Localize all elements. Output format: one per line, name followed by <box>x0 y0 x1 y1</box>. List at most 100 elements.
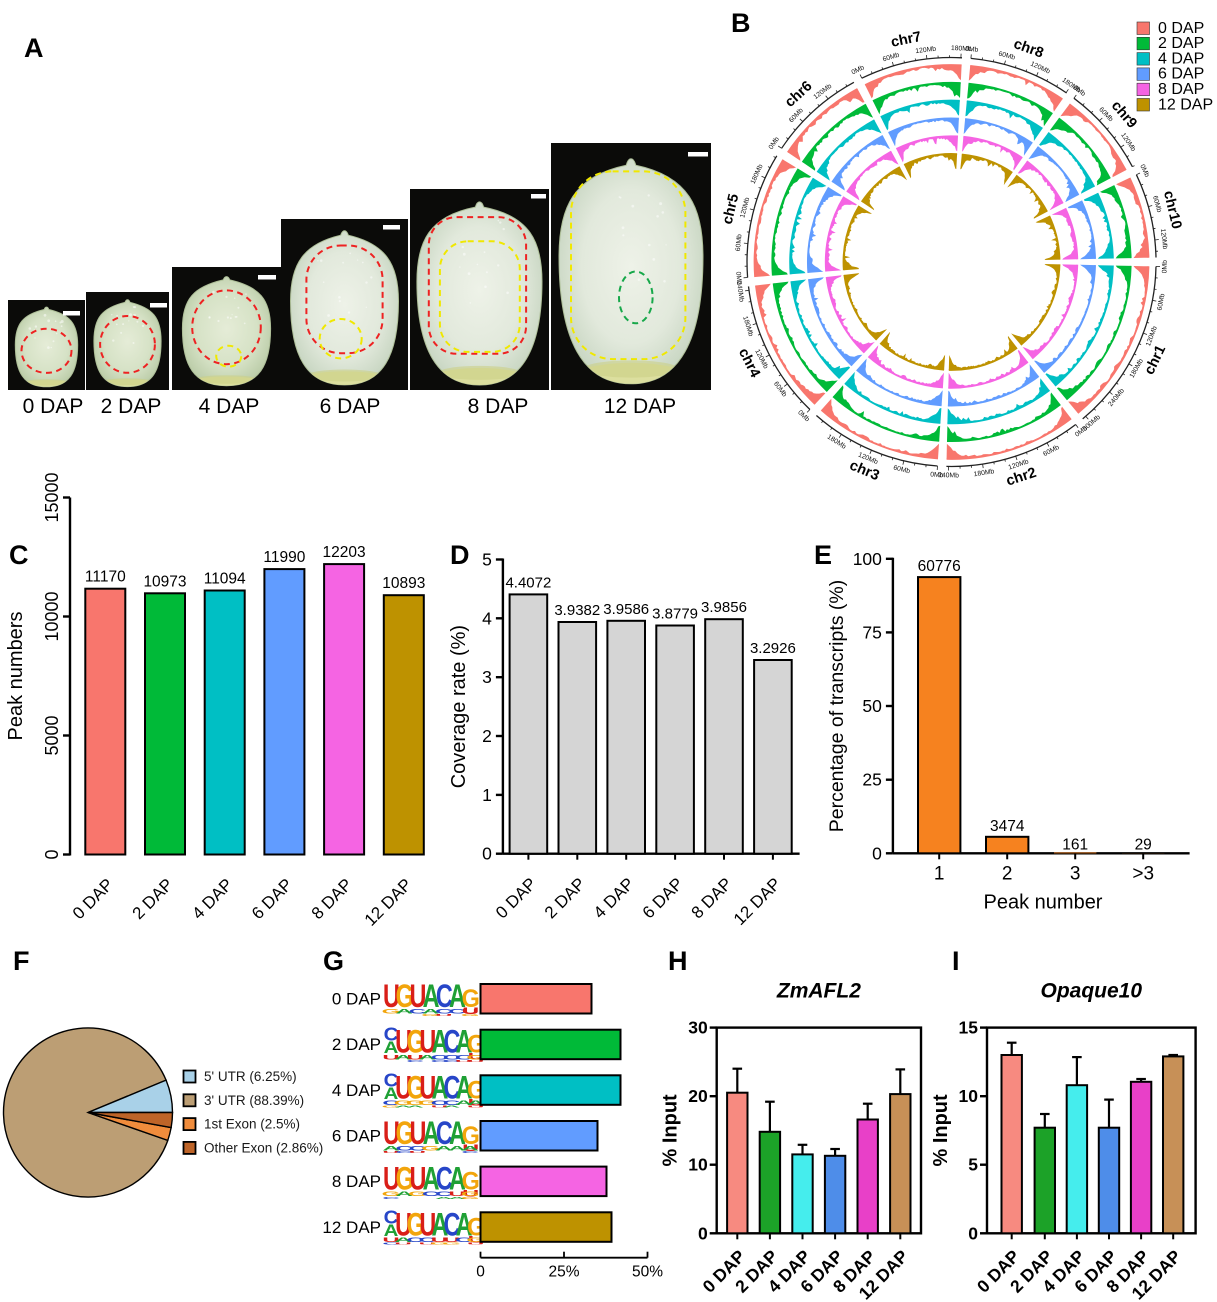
svg-text:1st Exon (2.5%): 1st Exon (2.5%) <box>204 1117 300 1132</box>
svg-text:U: U <box>462 1143 479 1153</box>
svg-text:11094: 11094 <box>204 571 246 588</box>
svg-text:10: 10 <box>959 1086 978 1106</box>
svg-text:U: U <box>431 1236 448 1243</box>
svg-text:G: G <box>406 1099 425 1106</box>
svg-text:5: 5 <box>968 1155 978 1175</box>
svg-text:A: A <box>456 1023 473 1060</box>
svg-text:G: G <box>396 977 414 1014</box>
svg-text:A: A <box>396 1191 414 1198</box>
svg-text:chr8: chr8 <box>1011 36 1045 61</box>
svg-text:C: C <box>396 1151 413 1154</box>
svg-text:C: C <box>443 1054 461 1061</box>
svg-text:0Mb: 0Mb <box>965 46 979 54</box>
svg-text:U: U <box>431 1105 448 1108</box>
svg-text:C: C <box>435 1008 453 1015</box>
svg-text:A: A <box>448 1196 465 1199</box>
svg-text:U: U <box>468 1097 485 1107</box>
svg-text:C: C <box>384 1025 399 1046</box>
svg-text:A: A <box>431 1068 448 1105</box>
svg-text:U: U <box>409 1160 426 1197</box>
svg-text:Opaque10: Opaque10 <box>1041 980 1143 1003</box>
svg-text:0Mb: 0Mb <box>1162 260 1169 274</box>
svg-text:chr1: chr1 <box>1142 343 1170 378</box>
svg-text:8 DAP: 8 DAP <box>688 874 736 922</box>
svg-text:G: G <box>421 1145 440 1152</box>
svg-text:4.4072: 4.4072 <box>505 574 551 591</box>
svg-text:C: C <box>422 1191 440 1198</box>
svg-text:C: C <box>419 1236 437 1243</box>
svg-text:3474: 3474 <box>990 818 1025 835</box>
svg-text:A: A <box>455 1099 473 1106</box>
svg-text:chr7: chr7 <box>890 29 923 51</box>
svg-text:60Mb: 60Mb <box>772 381 788 399</box>
svg-text:C: C <box>382 1242 399 1245</box>
svg-text:60Mb: 60Mb <box>882 52 901 64</box>
svg-text:U: U <box>407 1054 424 1061</box>
svg-text:G: G <box>462 985 480 1013</box>
svg-text:U: U <box>382 1054 399 1061</box>
svg-text:U: U <box>419 1205 436 1242</box>
svg-text:6 DAP: 6 DAP <box>248 875 296 923</box>
svg-text:180Mb: 180Mb <box>741 315 754 337</box>
svg-text:60Mb: 60Mb <box>1151 195 1162 213</box>
svg-text:A: A <box>456 1205 473 1242</box>
svg-text:3.8779: 3.8779 <box>652 606 698 623</box>
svg-text:U: U <box>383 1114 400 1151</box>
svg-text:A: A <box>467 1099 485 1106</box>
svg-text:12 DAP: 12 DAP <box>1158 96 1213 113</box>
svg-text:chr6: chr6 <box>782 78 815 110</box>
svg-text:U: U <box>467 1060 484 1063</box>
svg-text:G: G <box>461 1196 480 1199</box>
svg-text:Percentage of transcripts (%): Percentage of transcripts (%) <box>826 580 848 833</box>
svg-text:180Mb: 180Mb <box>951 45 972 53</box>
svg-text:C: C <box>431 1060 448 1063</box>
svg-text:U: U <box>395 1205 412 1242</box>
svg-text:U: U <box>419 1242 436 1245</box>
svg-text:1: 1 <box>934 863 945 884</box>
svg-text:chr9: chr9 <box>1108 98 1140 132</box>
svg-text:29: 29 <box>1135 836 1152 853</box>
svg-text:U: U <box>467 1242 484 1245</box>
svg-text:3.9382: 3.9382 <box>554 602 600 619</box>
svg-text:C: C <box>436 1114 453 1151</box>
svg-text:240Mb: 240Mb <box>938 472 959 479</box>
svg-text:U: U <box>467 1105 484 1108</box>
svg-text:A: A <box>422 1008 440 1015</box>
svg-text:C: C <box>382 1099 400 1106</box>
svg-text:G: G <box>462 1168 480 1196</box>
svg-text:0: 0 <box>42 849 62 859</box>
svg-text:G: G <box>382 1105 401 1108</box>
svg-text:C: C <box>444 1068 461 1105</box>
svg-text:60Mb: 60Mb <box>893 464 911 475</box>
svg-text:A: A <box>423 1160 440 1197</box>
svg-text:4 DAP: 4 DAP <box>1158 50 1204 67</box>
svg-text:A: A <box>394 1236 412 1243</box>
svg-text:5: 5 <box>482 550 492 570</box>
svg-text:U: U <box>462 1188 479 1198</box>
svg-text:G: G <box>466 1236 485 1243</box>
svg-text:C: C <box>431 1099 449 1106</box>
svg-text:3.2926: 3.2926 <box>750 640 796 657</box>
svg-text:25: 25 <box>862 770 881 790</box>
svg-text:30: 30 <box>688 1018 708 1038</box>
svg-text:U: U <box>443 1236 460 1243</box>
svg-text:G: G <box>396 1160 414 1197</box>
svg-text:C: C <box>436 1160 453 1197</box>
svg-text:3: 3 <box>482 667 492 687</box>
svg-text:3' UTR (88.39%): 3' UTR (88.39%) <box>204 1093 304 1108</box>
svg-text:50%: 50% <box>632 1264 663 1281</box>
svg-text:G: G <box>430 1242 449 1245</box>
svg-text:A: A <box>419 1054 437 1061</box>
svg-text:120Mb: 120Mb <box>1159 228 1168 250</box>
svg-text:G: G <box>418 1099 437 1106</box>
svg-text:A: A <box>407 1105 424 1108</box>
svg-text:11170: 11170 <box>85 569 126 586</box>
svg-text:0Mb: 0Mb <box>930 471 944 479</box>
svg-text:G: G <box>382 1008 401 1015</box>
svg-text:A: A <box>394 1054 412 1061</box>
svg-text:2: 2 <box>482 726 492 746</box>
svg-text:C: C <box>444 1205 461 1242</box>
svg-text:240Mb: 240Mb <box>735 281 745 303</box>
svg-text:U: U <box>395 1023 412 1060</box>
svg-text:A: A <box>449 1114 466 1151</box>
